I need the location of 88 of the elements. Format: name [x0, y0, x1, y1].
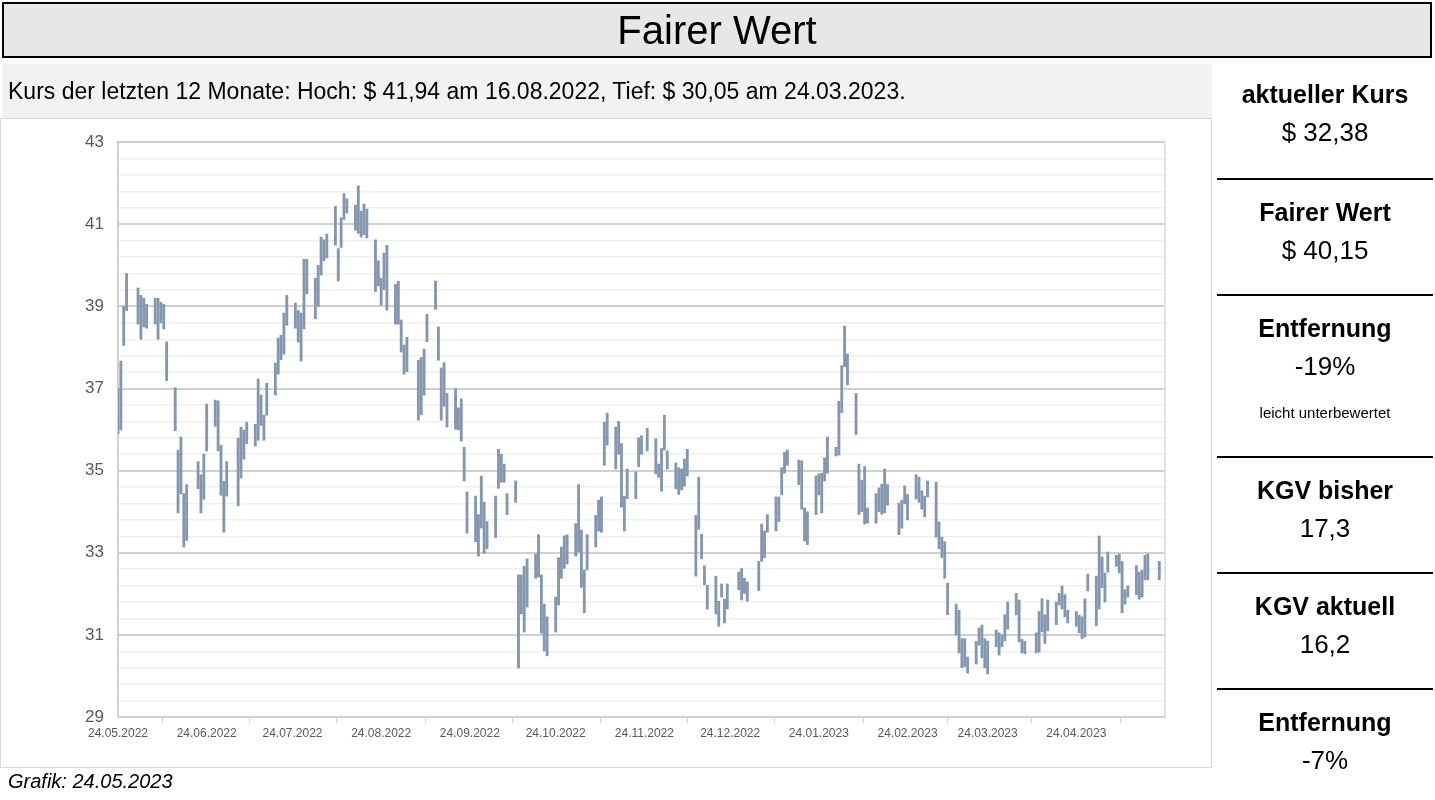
bar — [434, 280, 437, 310]
bar — [740, 568, 744, 601]
bar — [462, 446, 466, 482]
bar — [986, 640, 990, 675]
bar — [374, 239, 377, 292]
bar — [654, 438, 658, 475]
bar — [700, 533, 703, 560]
y-tick-label: 37 — [85, 378, 104, 398]
x-tick-label: 24.04.2023 — [1046, 725, 1107, 740]
bar — [857, 463, 861, 515]
text: 17,3 — [1299, 513, 1351, 543]
x-tick-label: 24.03.2023 — [957, 725, 1018, 740]
text: -7% — [1301, 745, 1349, 775]
bar — [394, 283, 397, 325]
text: $ 32,38 — [1281, 117, 1369, 147]
bar — [705, 584, 709, 610]
y-tick-label: 33 — [85, 542, 104, 562]
bar — [356, 185, 360, 234]
bar — [405, 336, 409, 373]
text: $ 40,15 — [1281, 235, 1369, 265]
bar — [494, 495, 498, 538]
text: aktueller Kurs — [1241, 80, 1409, 108]
text: Entfernung — [1258, 314, 1392, 342]
bar — [333, 205, 337, 246]
bar — [325, 233, 329, 259]
bar — [703, 565, 706, 586]
bar — [459, 398, 463, 442]
bar — [863, 466, 867, 525]
bar — [720, 583, 724, 598]
text: leicht unterbewertet — [1259, 404, 1391, 421]
bar — [665, 450, 669, 470]
bar — [745, 581, 749, 602]
bar — [1106, 551, 1110, 573]
bar — [416, 359, 420, 421]
x-tick-label: 24.05.2022 — [87, 725, 149, 740]
text: KGV aktuell — [1254, 592, 1396, 620]
bar — [1086, 573, 1090, 592]
bar — [436, 326, 440, 361]
bar — [385, 244, 389, 311]
chart-title: Fairer Wert — [617, 8, 817, 52]
bar — [1083, 598, 1087, 638]
bar — [165, 341, 169, 382]
bar — [677, 467, 681, 495]
bar — [173, 387, 177, 432]
text: -19% — [1294, 351, 1356, 381]
x-tick-label: 24.08.2022 — [351, 725, 412, 740]
y-tick-label: 41 — [85, 214, 104, 233]
bar — [946, 582, 950, 616]
bar — [497, 448, 500, 489]
text: Grafik: 24.05.2023 — [8, 770, 173, 792]
x-tick-label: 24.01.2023 — [788, 725, 850, 740]
bar — [119, 360, 123, 431]
bar — [600, 496, 603, 533]
bar — [365, 208, 369, 239]
bar — [205, 403, 209, 452]
y-tick-label: 29 — [85, 706, 104, 726]
y-tick-label: 31 — [85, 624, 104, 644]
bar — [162, 304, 166, 330]
bar — [1134, 565, 1138, 595]
bar — [1157, 561, 1161, 581]
x-tick-label: 24.10.2022 — [525, 725, 587, 740]
bar — [637, 437, 641, 467]
text: Fairer Wert — [1259, 198, 1391, 226]
bar — [883, 468, 887, 514]
text: KGV bisher — [1256, 476, 1394, 504]
x-tick-label: 24.11.2022 — [614, 725, 675, 740]
bar — [565, 534, 569, 565]
bar — [634, 471, 638, 499]
y-tick-label: 43 — [85, 131, 104, 151]
bar — [517, 574, 520, 669]
bar — [454, 388, 457, 430]
bar — [997, 632, 1001, 656]
y-tick-label: 35 — [85, 460, 104, 480]
bar — [943, 541, 947, 579]
bar — [645, 428, 649, 452]
bar — [805, 511, 809, 545]
bar — [336, 248, 340, 282]
chart-subtitle: Kurs der letzten 12 Monate: Hoch: $ 41,94 am 16.08.2022, Tief: $ 30,05 am 24.03.2023. — [8, 78, 906, 104]
x-tick-label: 24.12.2022 — [700, 725, 761, 740]
text: Entfernung — [1258, 708, 1392, 736]
x-tick-label: 24.02.2023 — [877, 725, 938, 740]
text: 16,2 — [1299, 629, 1351, 659]
bar — [514, 480, 518, 503]
x-tick-label: 24.06.2022 — [176, 725, 238, 740]
x-tick-label: 24.09.2022 — [439, 725, 501, 740]
y-tick-label: 39 — [85, 296, 104, 316]
bar — [585, 534, 589, 571]
x-tick-label: 24.07.2022 — [262, 725, 323, 740]
